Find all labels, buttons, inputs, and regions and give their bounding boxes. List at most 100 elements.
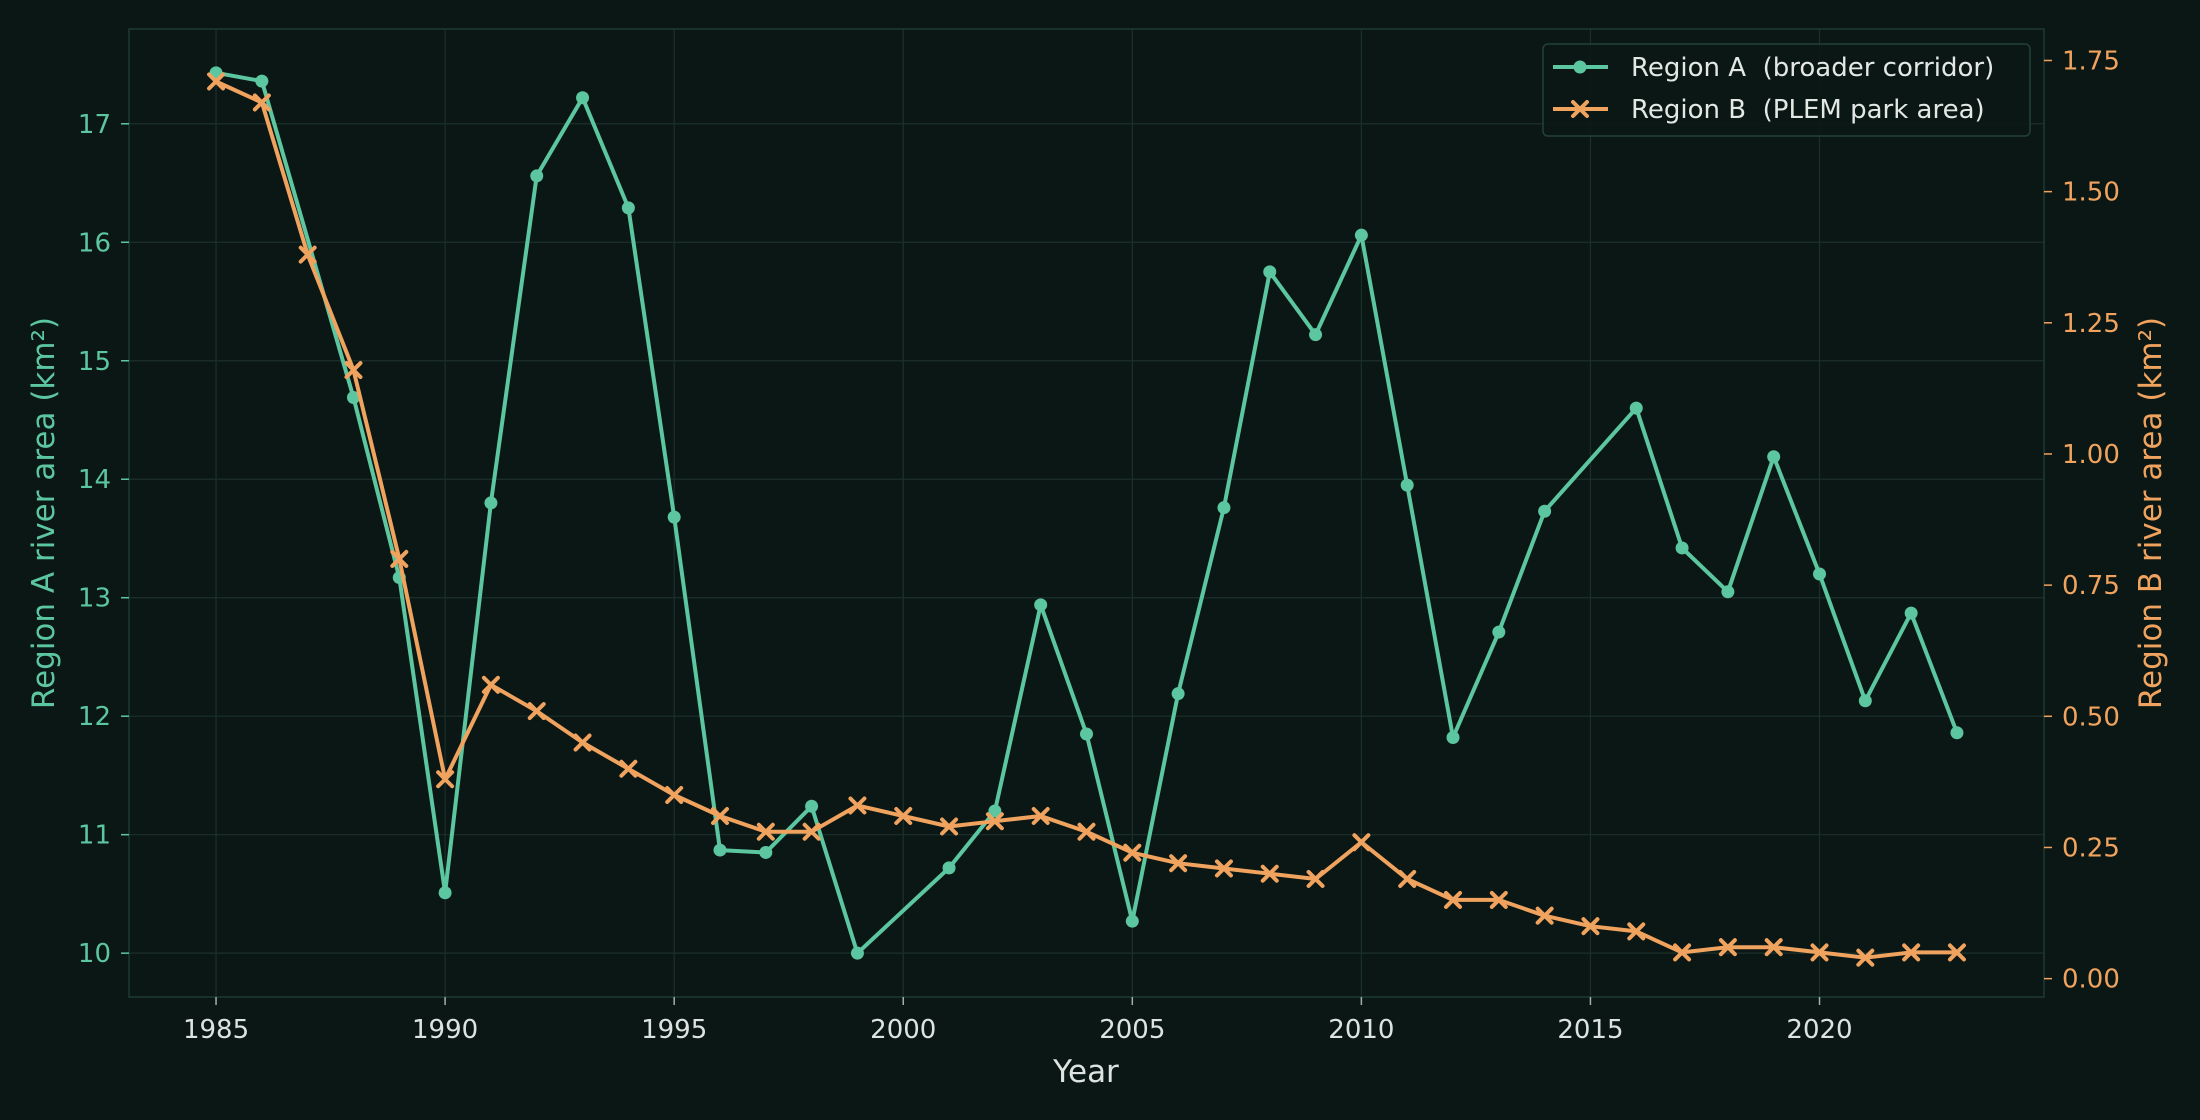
x-tick-label: 2010 — [1328, 1015, 1394, 1045]
data-point-region-b — [1627, 922, 1646, 941]
data-point-region-b — [436, 770, 455, 789]
data-point-region-b — [894, 806, 913, 825]
data-point-region-b — [481, 675, 500, 694]
x-tick-label: 1990 — [412, 1015, 478, 1045]
y-axis-right: 0.00 0.25 0.50 0.75 1.00 1.25 1.50 1.75 — [2044, 46, 2120, 995]
data-point-region-a — [1400, 478, 1414, 492]
data-point-region-b — [207, 72, 226, 91]
series-layer — [207, 66, 1966, 967]
data-point-region-b — [756, 822, 775, 841]
data-point-region-b — [1306, 869, 1325, 888]
data-point-region-a — [1813, 567, 1827, 581]
data-point-region-b — [985, 812, 1004, 831]
data-point-region-a — [667, 510, 681, 524]
data-point-region-a — [988, 804, 1002, 818]
y-right-tick-label: 0.50 — [2062, 702, 2120, 732]
data-point-region-a — [1675, 541, 1689, 555]
series-line-region-a — [214, 70, 1959, 956]
data-point-region-b — [619, 759, 638, 778]
y-right-tick-label: 1.75 — [2062, 46, 2120, 76]
x-tick-label: 2000 — [870, 1015, 936, 1045]
data-point-region-a — [1492, 625, 1506, 639]
x-axis-title: Year — [1052, 1054, 1119, 1090]
data-point-region-b — [1031, 806, 1050, 825]
data-point-region-b — [573, 733, 592, 752]
y-left-tick-label: 17 — [78, 110, 111, 140]
data-point-region-a — [1034, 598, 1048, 612]
y-right-tick-label: 1.50 — [2062, 178, 2120, 208]
data-point-region-b — [298, 245, 317, 264]
y-left-tick-label: 13 — [78, 584, 111, 614]
y-left-tick-label: 11 — [78, 821, 111, 851]
y-left-tick-label: 14 — [78, 465, 111, 495]
data-point-region-b — [1169, 854, 1188, 873]
data-point-region-b — [1764, 938, 1783, 957]
data-point-region-a — [1171, 687, 1185, 701]
data-point-region-b — [1535, 906, 1554, 925]
data-point-region-b — [1856, 948, 1875, 967]
data-point-region-b — [1947, 943, 1966, 962]
legend: Region A (broader corridor) Region B (PL… — [1542, 43, 2031, 137]
legend-label-region-a: Region A (broader corridor) — [1631, 53, 1994, 83]
y-left-tick-label: 15 — [78, 347, 111, 377]
data-point-region-b — [940, 817, 959, 836]
y-axis-left: 10 11 12 13 14 15 16 17 — [78, 110, 129, 969]
data-point-region-b — [848, 796, 867, 815]
data-point-region-a — [1950, 726, 1964, 740]
x-tick-label: 1985 — [183, 1015, 249, 1045]
data-point-region-a — [713, 843, 727, 857]
legend-label-region-b: Region B (PLEM park area) — [1631, 95, 1985, 125]
data-point-region-b — [1581, 917, 1600, 936]
data-point-region-b — [390, 549, 409, 568]
x-tick-label: 1995 — [641, 1015, 707, 1045]
data-point-region-b — [1810, 943, 1829, 962]
x-tick-label: 2020 — [1786, 1015, 1852, 1045]
data-point-region-a — [438, 886, 452, 900]
data-point-region-a — [1904, 606, 1918, 620]
y-right-tick-label: 0.75 — [2062, 571, 2120, 601]
data-point-region-b — [665, 786, 684, 805]
data-point-region-a — [805, 799, 819, 813]
legend-entry-region-a: Region A (broader corridor) — [1553, 53, 1994, 83]
data-point-region-a — [850, 946, 864, 960]
data-point-region-a — [1721, 585, 1735, 599]
data-point-region-a — [530, 169, 544, 183]
data-point-region-a — [1263, 265, 1277, 279]
legend-entry-region-b: Region B (PLEM park area) — [1553, 95, 1985, 125]
data-point-region-b — [344, 361, 363, 380]
data-point-region-b — [1718, 938, 1737, 957]
y-axis-right-title: Region B river area (km²) — [2133, 317, 2169, 709]
legend-box — [1542, 43, 2031, 137]
data-point-region-a — [1767, 450, 1781, 464]
grid-lines — [129, 29, 2044, 997]
x-axis: 1985 1990 1995 2000 2005 2010 2015 2020 — [183, 997, 1853, 1045]
y-right-tick-label: 1.00 — [2062, 440, 2120, 470]
data-point-region-b — [1444, 890, 1463, 909]
data-point-region-a — [1125, 914, 1139, 928]
y-axis-left-title: Region A river area (km²) — [26, 317, 62, 709]
data-point-region-b — [1902, 943, 1921, 962]
data-point-region-a — [1858, 694, 1872, 708]
data-point-region-a — [1538, 504, 1552, 518]
data-point-region-b — [1123, 843, 1142, 862]
data-point-region-b — [1673, 943, 1692, 962]
data-point-region-b — [1214, 859, 1233, 878]
data-point-region-b — [527, 702, 546, 721]
data-point-region-b — [710, 806, 729, 825]
data-point-region-b — [1260, 864, 1279, 883]
data-point-region-a — [759, 845, 773, 859]
y-right-tick-label: 1.25 — [2062, 309, 2120, 339]
data-point-region-b — [1489, 890, 1508, 909]
data-point-region-a — [576, 91, 590, 105]
data-point-region-a — [1446, 731, 1460, 745]
data-point-region-a — [942, 861, 956, 875]
y-right-tick-label: 0.00 — [2062, 965, 2120, 995]
data-point-region-a — [1354, 228, 1368, 242]
data-point-region-b — [1398, 869, 1417, 888]
legend-marker-region-b — [1571, 100, 1589, 118]
x-tick-label: 2005 — [1099, 1015, 1165, 1045]
data-point-region-a — [484, 496, 498, 510]
data-point-region-b — [802, 822, 821, 841]
y-left-tick-label: 12 — [78, 702, 111, 732]
